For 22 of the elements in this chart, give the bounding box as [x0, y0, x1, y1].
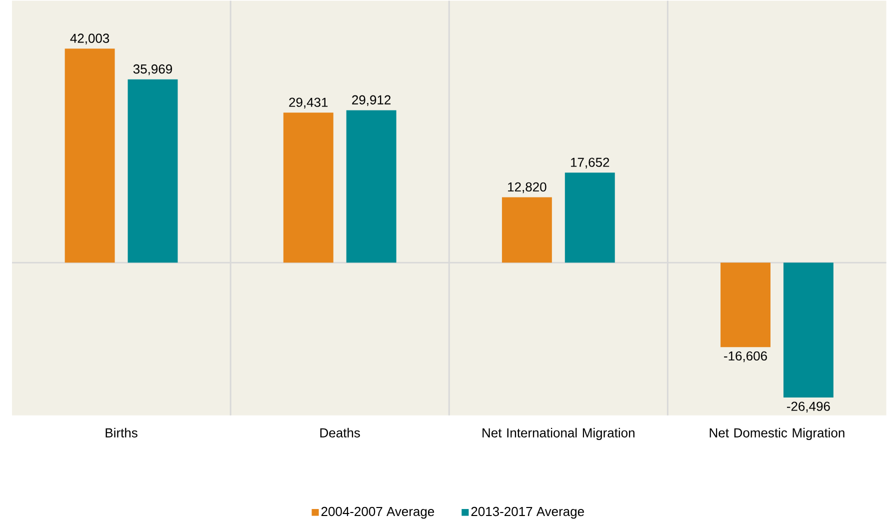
data-label: -26,496	[787, 402, 830, 412]
data-label: 17,652	[571, 158, 610, 168]
bar	[564, 172, 615, 262]
data-label: 29,431	[289, 98, 328, 108]
bar	[128, 79, 178, 262]
bar	[346, 110, 396, 262]
data-label: 29,912	[352, 95, 391, 106]
x-tick-label: Births	[106, 428, 138, 438]
legend-label: 2013-2017 Average	[471, 506, 584, 519]
bar	[283, 112, 334, 262]
data-label: 35,969	[133, 64, 172, 75]
x-tick-label: Net International Migration	[482, 428, 634, 440]
bar	[783, 262, 834, 398]
x-tick-label: Deaths	[320, 428, 360, 438]
bar	[502, 197, 552, 262]
data-label: -16,606	[724, 351, 767, 362]
bar	[64, 48, 115, 262]
bar	[720, 262, 770, 348]
data-label: 42,003	[70, 34, 110, 44]
data-label: 12,820	[508, 182, 546, 193]
x-tick-label: Net Domestic Migration	[710, 428, 844, 440]
legend-label: 2004-2007 Average	[321, 506, 434, 519]
